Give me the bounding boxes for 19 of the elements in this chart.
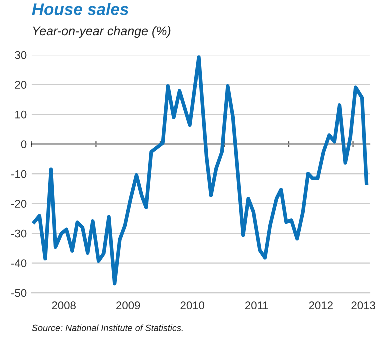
y-tick-label: -20 — [12, 200, 27, 208]
line-series — [32, 56, 369, 286]
chart-title: House sales — [32, 3, 129, 16]
y-tick-label: 30 — [15, 51, 27, 60]
source-note: Source: National Institute of Statistics. — [32, 324, 183, 332]
y-tick-label: 20 — [15, 81, 27, 89]
y-tick-label: 10 — [16, 110, 27, 119]
x-tick-label: 2013 — [352, 302, 376, 310]
x-tick-label: 2008 — [52, 302, 76, 310]
x-tick-label: 2011 — [245, 302, 268, 310]
y-tick-label: 0 — [21, 140, 27, 148]
chart-subtitle: Year-on-year change (%) — [33, 26, 171, 38]
y-tick-label: -30 — [12, 230, 27, 238]
y-tick-label: -50 — [12, 289, 27, 298]
x-tick-label: 2012 — [309, 302, 333, 310]
x-tick-label: 2010 — [180, 302, 205, 310]
y-tick-label: -10 — [12, 170, 27, 178]
y-tick-label: -40 — [12, 260, 27, 268]
x-tick-label: 2009 — [116, 302, 140, 310]
